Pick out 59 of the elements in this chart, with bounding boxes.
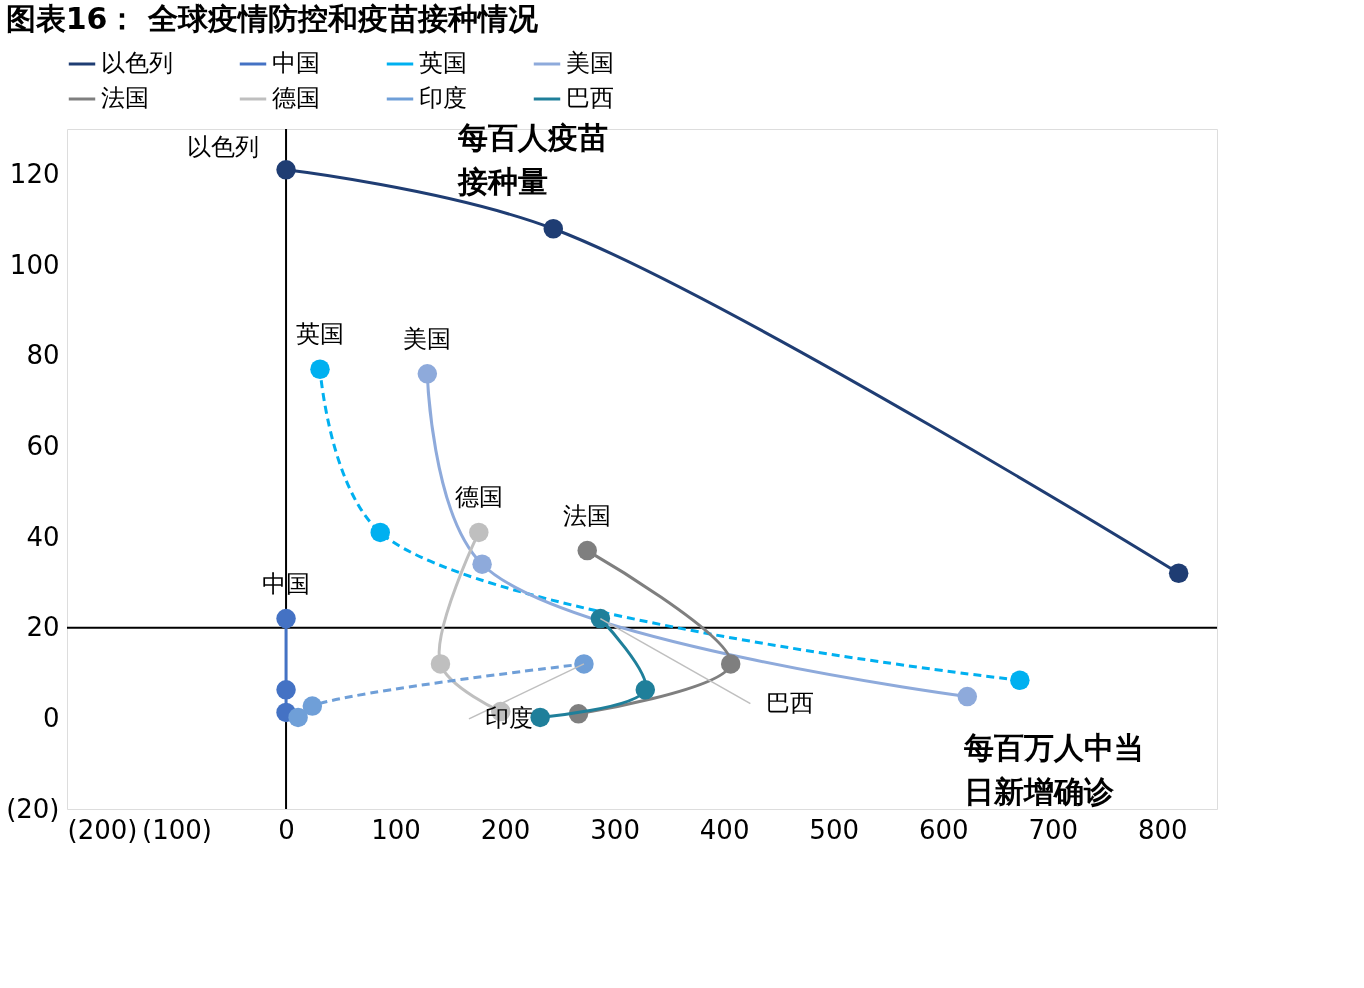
- point: [288, 707, 308, 728]
- point: [302, 696, 323, 716]
- point: [276, 160, 296, 180]
- point: [635, 680, 656, 700]
- y-tick-label: (20): [6, 793, 60, 824]
- y-tick-label: 80: [26, 340, 60, 371]
- x-tick-label: (200): [67, 814, 138, 845]
- x-tick-label: 400: [699, 814, 750, 845]
- legend-label: 巴西: [566, 84, 614, 112]
- point: [469, 522, 489, 543]
- chart-title: 图表16： 全球疫情防控和疫苗接种情况: [5, 1, 539, 36]
- legend-label: 以色列: [101, 49, 173, 77]
- x-tick-label: 700: [1028, 814, 1079, 845]
- legend-label: 德国: [272, 84, 320, 112]
- x-tick-label: (100): [142, 814, 212, 845]
- y-tick-label: 20: [26, 612, 60, 643]
- point: [720, 654, 741, 674]
- point: [590, 608, 611, 629]
- text: 印度: [484, 703, 533, 732]
- text: 德国: [454, 483, 503, 512]
- legend-label: 英国: [419, 49, 467, 77]
- x-tick-label: 500: [809, 814, 859, 845]
- x-tick-label: 100: [371, 814, 421, 845]
- text: 以色列: [187, 132, 260, 161]
- text: 中国: [262, 569, 311, 598]
- point: [530, 707, 550, 728]
- point: [417, 364, 438, 384]
- legend-label: 美国: [566, 49, 614, 77]
- text: 巴西: [766, 688, 815, 717]
- point: [276, 608, 296, 629]
- point: [370, 522, 390, 543]
- point: [276, 680, 296, 700]
- point: [1168, 563, 1189, 583]
- x-tick-label: 200: [480, 814, 531, 845]
- legend-label: 法国: [101, 84, 149, 112]
- point: [1010, 670, 1030, 690]
- y-tick-label: 120: [9, 158, 60, 189]
- y-tick-label: 60: [26, 430, 60, 461]
- text: 美国: [403, 324, 452, 353]
- x-axis-title: 每百万人中当日新增确诊: [963, 730, 1144, 809]
- x-tick-label: 800: [1137, 814, 1188, 845]
- point: [472, 554, 492, 574]
- point: [957, 686, 978, 707]
- legend-label: 中国: [272, 49, 320, 77]
- y-tick-label: 0: [42, 702, 60, 733]
- x-tick-label: 600: [918, 814, 969, 845]
- y-tick-label: 100: [9, 249, 60, 280]
- y-tick-label: 40: [26, 521, 60, 552]
- y-axis-title: 每百人疫苗接种量: [457, 120, 608, 199]
- x-tick-label: 0: [278, 814, 295, 845]
- point: [310, 359, 330, 379]
- text: 英国: [296, 320, 344, 349]
- point: [577, 540, 597, 561]
- x-tick-label: 300: [590, 814, 640, 845]
- point: [543, 219, 564, 239]
- point: [574, 654, 594, 674]
- text: 法国: [563, 501, 612, 530]
- legend-label: 印度: [419, 84, 467, 112]
- point: [430, 654, 451, 674]
